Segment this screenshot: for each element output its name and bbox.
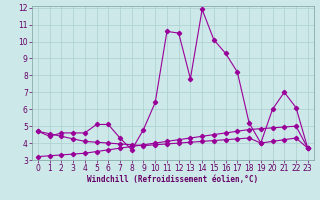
X-axis label: Windchill (Refroidissement éolien,°C): Windchill (Refroidissement éolien,°C) — [87, 175, 258, 184]
